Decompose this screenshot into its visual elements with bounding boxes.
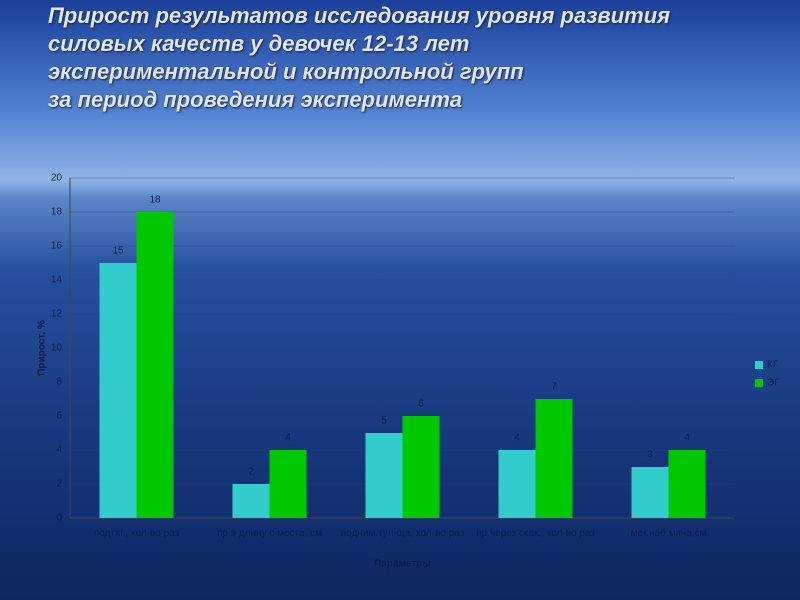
bar	[232, 484, 270, 518]
value-label: 5	[381, 416, 387, 427]
y-tick-label: 2	[56, 479, 62, 490]
value-label: 6	[418, 399, 424, 410]
title-line: экспериментальной и контрольной групп	[48, 59, 524, 84]
x-tick-label: подтяг., кол-во раз	[93, 528, 180, 539]
value-label: 4	[514, 433, 520, 444]
bar	[99, 263, 137, 518]
x-tick-label: мет.наб.мяча,см	[630, 528, 707, 539]
x-tick-label: пр.в длину с места, см	[216, 528, 323, 539]
y-axis-label: Прирост, %	[37, 320, 48, 376]
bar	[269, 450, 307, 518]
value-label: 15	[112, 246, 124, 257]
legend-swatch	[755, 361, 763, 369]
bar	[535, 399, 573, 518]
title-line: за период проведения эксперимента	[48, 87, 463, 112]
y-tick-label: 18	[51, 207, 63, 218]
bar	[136, 212, 174, 518]
y-tick-label: 0	[56, 513, 62, 524]
y-tick-label: 10	[51, 343, 63, 354]
y-tick-label: 6	[56, 411, 62, 422]
y-tick-label: 16	[51, 241, 63, 252]
bar	[402, 416, 440, 518]
bar	[668, 450, 706, 518]
bar	[631, 467, 669, 518]
value-label: 2	[248, 467, 254, 478]
title-line: силовых качеств у девочек 12-13 лет	[48, 31, 470, 56]
legend-swatch	[755, 379, 763, 387]
bar	[498, 450, 536, 518]
value-label: 7	[551, 382, 557, 393]
title-line: Прирост результатов исследования уровня …	[48, 3, 671, 28]
y-tick-label: 12	[51, 309, 63, 320]
value-label: 18	[149, 195, 161, 206]
value-label: 4	[684, 433, 690, 444]
y-tick-label: 20	[51, 173, 63, 184]
y-tick-label: 4	[56, 445, 62, 456]
y-tick-label: 14	[51, 275, 63, 286]
bar	[365, 433, 403, 518]
legend-label: КГ	[767, 360, 779, 371]
chart-title: Прирост результатов исследования уровня …	[48, 2, 670, 114]
x-tick-label: пр.через скак., кол-во раз	[476, 528, 595, 539]
value-label: 3	[647, 450, 653, 461]
legend-label: ЭГ	[767, 378, 780, 389]
x-tick-label: подним.тул-ща, кол-во раз	[340, 528, 465, 539]
y-tick-label: 8	[56, 377, 62, 388]
x-axis-label: Параметры	[374, 559, 431, 570]
value-label: 4	[285, 433, 291, 444]
